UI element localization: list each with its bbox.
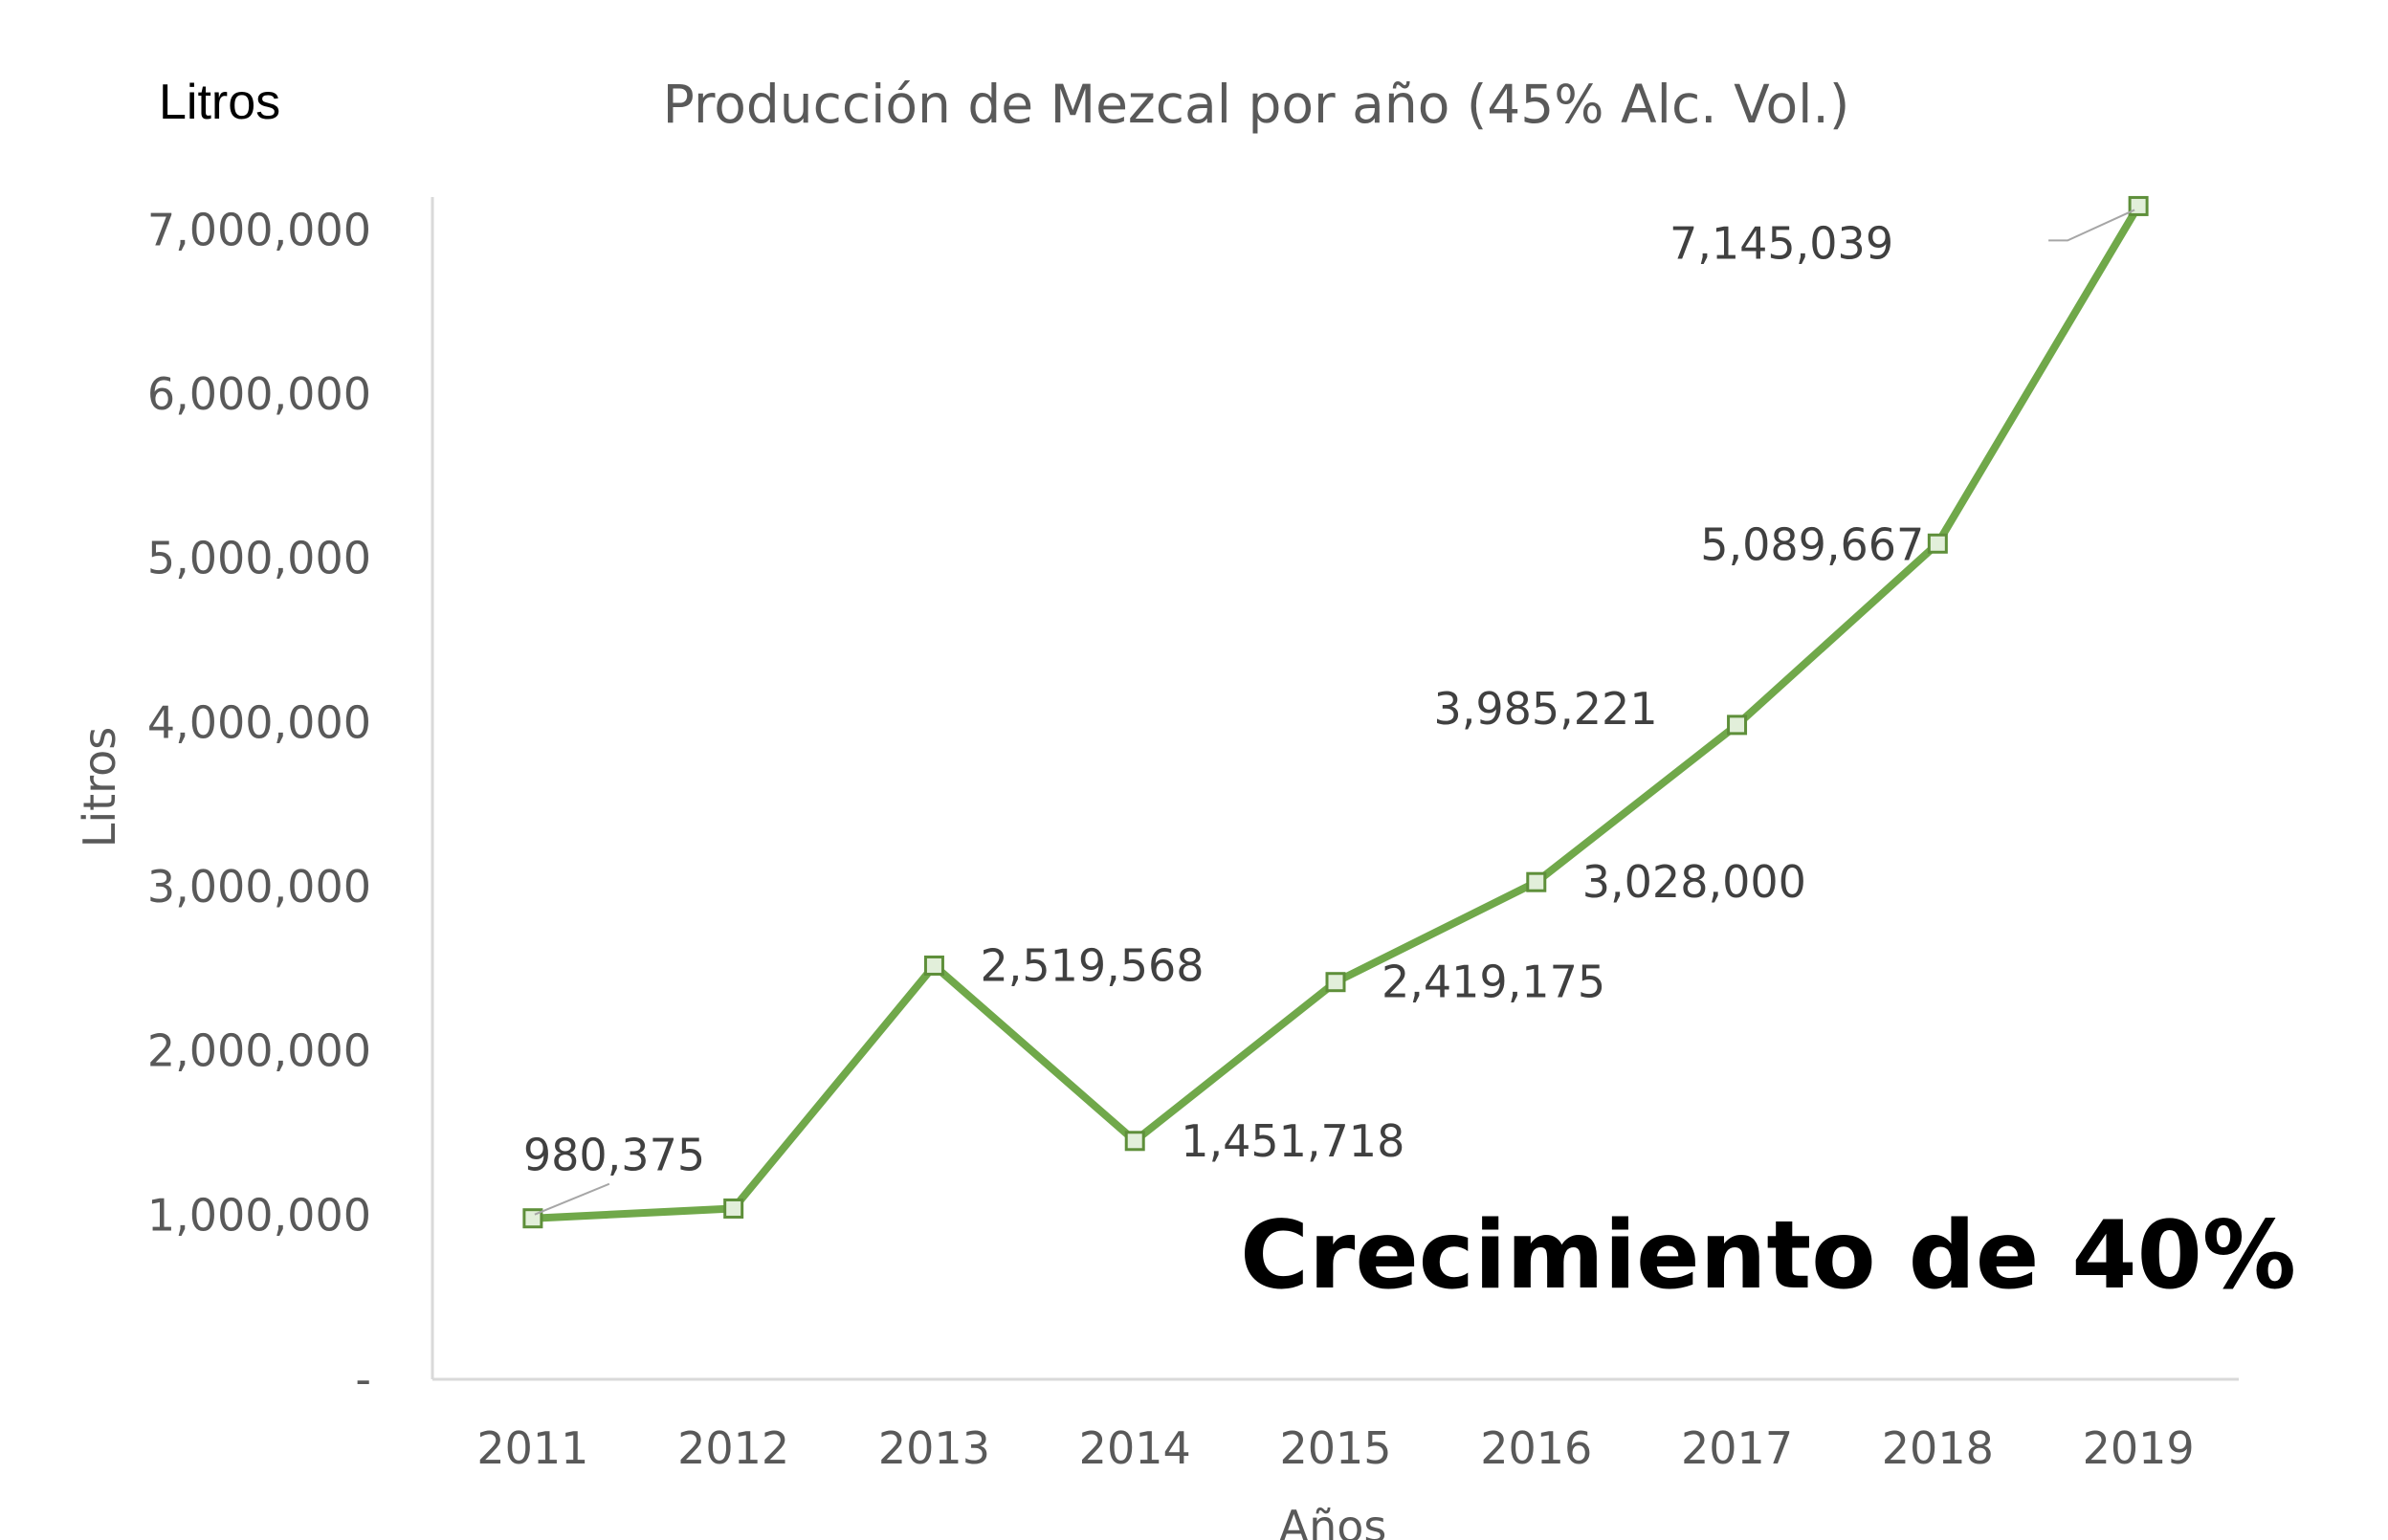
x-tick-labels: 2011 2012 2013 2014 2015 2016 2017 2018 2019 bbox=[476, 1422, 2194, 1474]
y-tick-label: 3,000,000 bbox=[147, 861, 371, 913]
data-label: 3,985,221 bbox=[1433, 683, 1657, 735]
leader-line bbox=[2048, 209, 2135, 242]
x-tick-label: 2013 bbox=[878, 1422, 990, 1474]
y-axis-title: Litros bbox=[74, 727, 125, 847]
data-label: 1,451,718 bbox=[1181, 1115, 1404, 1167]
data-point bbox=[1325, 972, 1346, 993]
data-label: 7,145,039 bbox=[1669, 217, 1893, 269]
series-line bbox=[528, 202, 2143, 1222]
x-tick-label: 2012 bbox=[677, 1422, 789, 1474]
y-tick-label: 2,000,000 bbox=[147, 1025, 371, 1077]
y-tick-labels: - 1,000,000 2,000,000 3,000,000 4,000,000 5,0… bbox=[147, 204, 371, 1405]
data-label: 2,519,568 bbox=[980, 939, 1204, 991]
y-tick-label: 5,000,000 bbox=[147, 533, 371, 584]
data-label: 5,089,667 bbox=[1700, 518, 1924, 570]
chart-title: Producción de Mezcal por año (45% Alc. V… bbox=[663, 74, 1850, 135]
x-axis-title: Años bbox=[1279, 1501, 1387, 1540]
x-tick-label: 2011 bbox=[476, 1422, 588, 1474]
x-tick-label: 2014 bbox=[1079, 1422, 1191, 1474]
data-point bbox=[1526, 871, 1547, 892]
x-tick-label: 2019 bbox=[2083, 1422, 2195, 1474]
axes bbox=[431, 197, 2239, 1381]
x-tick-label: 2017 bbox=[1681, 1422, 1793, 1474]
x-tick-label: 2018 bbox=[1882, 1422, 1994, 1474]
y-tick-label: 1,000,000 bbox=[147, 1189, 371, 1241]
y-tick-label: - bbox=[355, 1353, 371, 1405]
data-point bbox=[1727, 715, 1748, 736]
y-tick-label: 4,000,000 bbox=[147, 696, 371, 748]
data-point bbox=[1927, 533, 1948, 554]
growth-annotation: Crecimiento de 40% bbox=[1240, 1201, 2296, 1310]
y-tick-label: 6,000,000 bbox=[147, 368, 371, 420]
x-tick-label: 2015 bbox=[1279, 1422, 1391, 1474]
data-point bbox=[1124, 1131, 1145, 1152]
y-tick-label: 7,000,000 bbox=[147, 204, 371, 255]
x-tick-label: 2016 bbox=[1480, 1422, 1592, 1474]
data-series bbox=[522, 195, 2149, 1229]
data-label: 2,419,175 bbox=[1382, 957, 1605, 1008]
data-label: 3,028,000 bbox=[1582, 856, 1806, 908]
data-point bbox=[923, 955, 944, 976]
corner-label: Litros bbox=[159, 75, 280, 130]
data-point bbox=[723, 1198, 744, 1219]
data-point bbox=[2128, 195, 2149, 216]
data-labels: 980,375 2,519,568 1,451,718 2,419,175 3,028,… bbox=[523, 209, 2135, 1216]
data-label: 980,375 bbox=[523, 1130, 705, 1181]
leader-line bbox=[534, 1182, 610, 1216]
